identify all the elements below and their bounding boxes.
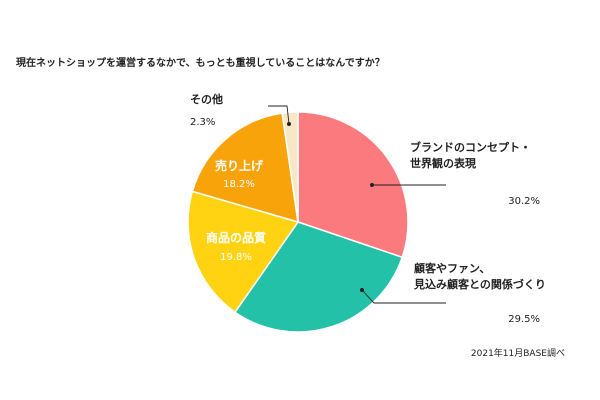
pie-slice bbox=[233, 221, 404, 333]
slice-value-label: 18.2% bbox=[223, 179, 255, 190]
leader-lines bbox=[268, 105, 446, 304]
leader-dot bbox=[370, 183, 374, 187]
pie-slice bbox=[191, 112, 299, 224]
pie-slice bbox=[187, 190, 300, 314]
slice-label: その他 bbox=[190, 92, 223, 106]
pie-slices bbox=[187, 111, 409, 333]
chart-title: 現在ネットショップを運営するなかで、もっとも重視していることはなんですか？ bbox=[16, 56, 385, 69]
leader-line bbox=[268, 105, 290, 125]
pie-slice bbox=[281, 111, 299, 223]
slice-value-label: 30.2% bbox=[508, 196, 540, 207]
slice-label: 見込み顧客との関係づくり bbox=[413, 277, 546, 291]
source-note: 2021年11月BASE調べ bbox=[471, 347, 565, 359]
pie-slice bbox=[297, 111, 409, 259]
slice-value-label: 2.3% bbox=[190, 117, 215, 128]
slice-label: 世界観の表現 bbox=[410, 156, 476, 170]
slice-label: 商品の品質 bbox=[206, 230, 266, 245]
slice-value-label: 19.8% bbox=[220, 252, 252, 263]
slice-label: 顧客やファン、 bbox=[414, 261, 490, 275]
slice-label: 売り上げ bbox=[215, 158, 264, 173]
leader-line bbox=[361, 289, 446, 304]
leader-dot bbox=[360, 288, 364, 292]
slice-value-label: 29.5% bbox=[508, 314, 540, 325]
slice-labels: ブランドのコンセプト・世界観の表現 30.2% 顧客やファン、見込み顧客との関係づく… bbox=[190, 92, 546, 325]
slice-label: ブランドのコンセプト・ bbox=[410, 140, 531, 154]
leader-dot bbox=[287, 122, 291, 126]
